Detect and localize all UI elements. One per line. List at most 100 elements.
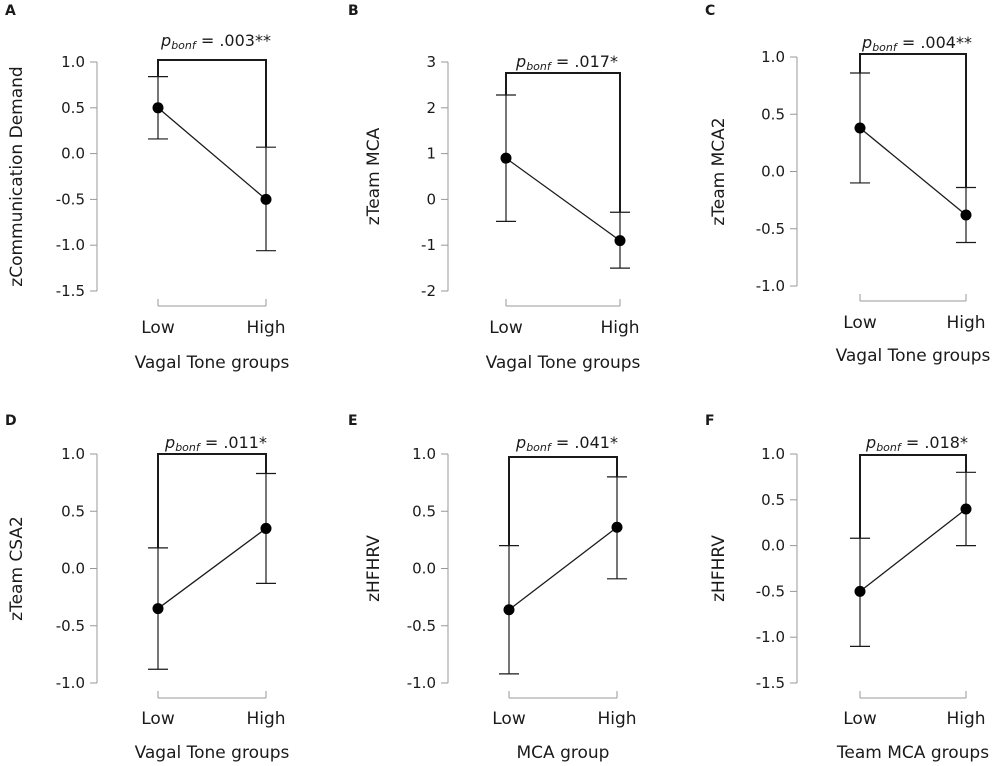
y-tick-label: 0.5 (412, 502, 436, 520)
panel-letter: C (705, 3, 715, 19)
y-tick-label: 0.0 (761, 537, 785, 555)
p-value-annotation: pbonf = .017* (515, 52, 618, 73)
p-subscript: bonf (872, 41, 899, 54)
panel-f: F 1.0 0.5 0.0 -0.5 -1.0 -1.5 Low High Team MCA gr… (705, 413, 989, 763)
y-tick-label: -1 (421, 236, 436, 254)
mean-connector-line (157, 527, 267, 610)
y-tick-label: -0.5 (56, 617, 85, 635)
panel-letter: D (5, 413, 17, 429)
p-symbol: p (515, 433, 526, 452)
x-category-label: Low (843, 709, 877, 729)
p-value-annotation: pbonf = .011* (164, 433, 267, 454)
x-axis-title: Team MCA groups (836, 743, 989, 763)
x-axis-title: Vagal Tone groups (486, 353, 641, 373)
significance-bracket (859, 53, 967, 188)
y-tick-label: 1.0 (61, 445, 85, 463)
significance-bracket (508, 456, 618, 546)
x-axis-title: Vagal Tone groups (135, 353, 290, 373)
x-category-label: High (246, 318, 285, 338)
x-axis-title: Vagal Tone groups (135, 743, 290, 763)
panel-e: E 1.0 0.5 0.0 -0.5 -1.0 Low High MCA group zHFHRV… (348, 413, 637, 763)
mean-connector-line (859, 508, 967, 592)
significance-bracket (157, 59, 267, 148)
y-tick-label: -1.0 (756, 628, 785, 646)
mean-point-high (260, 522, 272, 534)
y-tick-label: 1.0 (761, 48, 785, 66)
y-tick-label: -0.5 (56, 190, 85, 208)
y-tick-label: 1.0 (761, 445, 785, 463)
x-category-label: Low (141, 318, 175, 338)
y-tick-label: -1.0 (56, 236, 85, 254)
y-tick-label: -0.5 (756, 220, 785, 238)
p-value: = .011* (200, 433, 267, 452)
y-axis-title: zHFHRV (709, 535, 729, 602)
p-subscript: bonf (526, 60, 553, 73)
y-tick-label: 0.5 (761, 491, 785, 509)
y-tick-label: 0.5 (61, 502, 85, 520)
y-axis-title: zCommunication Demand (7, 66, 27, 286)
mean-point-high (611, 521, 623, 533)
y-tick-label: 1.0 (412, 445, 436, 463)
panel-a: A 1.0 0.5 0.0 -0.5 -1.0 -1.5 Low High Vagal Tone … (5, 3, 290, 373)
panel-b: B 3 2 1 0 -1 -2 Low High Vagal Tone groups zTeam M… (348, 3, 641, 373)
p-subscript: bonf (876, 441, 903, 454)
y-tick-label: -1.5 (756, 674, 785, 692)
mean-point-low (500, 152, 512, 164)
p-symbol: p (865, 433, 876, 452)
mean-point-high (960, 503, 972, 515)
mean-point-high (260, 193, 272, 205)
p-value: = .018* (901, 433, 968, 452)
y-tick-label: 0.5 (761, 105, 785, 123)
y-tick-label: 0.0 (61, 560, 85, 578)
x-category-label: Low (843, 313, 877, 333)
panel-letter: A (5, 3, 16, 19)
p-value-annotation: pbonf = .004** (861, 33, 972, 54)
y-tick-label: 0.5 (61, 99, 85, 117)
y-tick-label: -1.5 (56, 282, 85, 300)
mean-connector-line (157, 107, 267, 200)
panel-letter: E (348, 413, 358, 429)
mean-point-low (152, 102, 164, 114)
y-tick-label: -1.0 (756, 277, 785, 295)
mean-point-low (854, 585, 866, 597)
y-tick-label: 1.0 (61, 53, 85, 71)
p-symbol: p (164, 433, 175, 452)
panel-c: C 1.0 0.5 0.0 -0.5 -1.0 Low High Vagal Tone grou… (705, 3, 991, 366)
y-tick-label: 0.0 (412, 560, 436, 578)
p-subscript: bonf (526, 441, 553, 454)
p-value: = .003** (196, 31, 271, 50)
mean-connector-line (859, 127, 967, 216)
mean-point-high (960, 209, 972, 221)
x-axis-title: Vagal Tone groups (836, 346, 991, 366)
panel-letter: F (705, 413, 715, 429)
x-category-label: Low (492, 709, 526, 729)
x-category-label: High (946, 709, 985, 729)
p-symbol: p (861, 33, 872, 52)
mean-point-high (614, 235, 626, 247)
mean-point-low (503, 604, 515, 616)
y-tick-label: -1.0 (56, 674, 85, 692)
p-subscript: bonf (171, 39, 198, 52)
y-axis-title: zTeam MCA2 (709, 117, 729, 225)
significance-bracket (859, 454, 967, 539)
y-tick-label: 1 (426, 145, 436, 163)
y-tick-label: 0.0 (761, 163, 785, 181)
significance-bracket (157, 453, 267, 548)
y-tick-label: 3 (426, 53, 436, 71)
y-tick-label: 0 (426, 190, 436, 208)
mean-connector-line (505, 157, 621, 242)
p-value-annotation: pbonf = .003** (160, 31, 271, 52)
p-value-annotation: pbonf = .041* (515, 433, 618, 454)
panel-letter: B (348, 3, 359, 19)
p-symbol: p (515, 52, 526, 71)
mean-connector-line (508, 526, 618, 611)
x-category-label: High (597, 709, 636, 729)
x-category-label: High (600, 318, 639, 338)
p-value-annotation: pbonf = .018* (865, 433, 968, 454)
p-symbol: p (160, 31, 171, 50)
x-axis-title: MCA group (517, 743, 610, 763)
y-axis-title: zTeam MCA (364, 127, 384, 225)
mean-point-low (152, 603, 164, 615)
x-category-label: Low (141, 709, 175, 729)
y-axis-title: zHFHRV (364, 535, 384, 602)
